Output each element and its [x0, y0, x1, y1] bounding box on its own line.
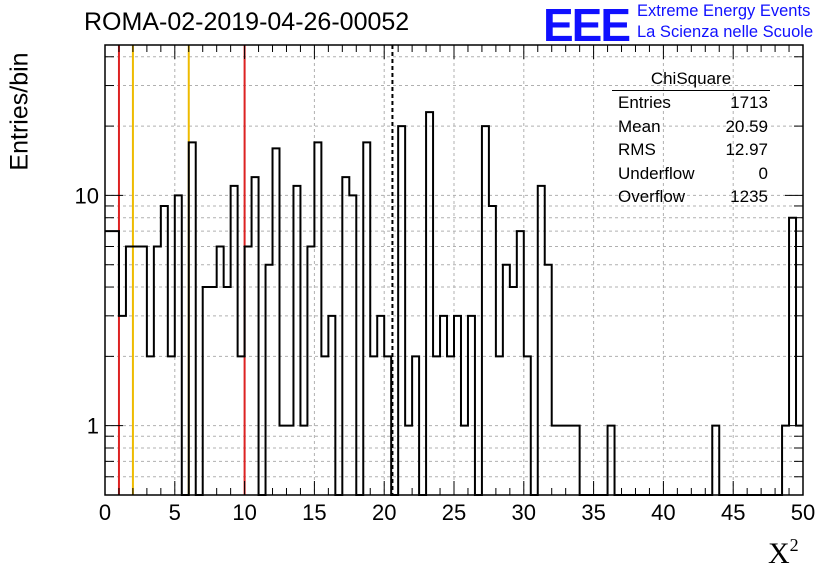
stats-label: Mean — [618, 116, 661, 136]
x-tick-label: 25 — [442, 500, 466, 525]
x-tick-label: 10 — [232, 500, 256, 525]
stats-row-entries: Entries 1713 — [612, 91, 770, 115]
stats-label: Underflow — [618, 163, 695, 183]
stats-value: 1713 — [730, 93, 768, 112]
x-tick-label: 45 — [721, 500, 745, 525]
x-tick-label: 35 — [581, 500, 605, 525]
stats-row-overflow: Overflow 1235 — [612, 185, 770, 209]
stats-label: Entries — [618, 93, 671, 112]
x-tick-label: 0 — [99, 500, 111, 525]
x-tick-label: 30 — [512, 500, 536, 525]
x-tick-label: 40 — [651, 500, 675, 525]
stats-label: Overflow — [618, 187, 686, 206]
x-tick-label: 50 — [791, 500, 815, 525]
stats-value: 20.59 — [725, 116, 768, 136]
stats-row-rms: RMS 12.97 — [612, 138, 770, 162]
x-tick-label: 5 — [169, 500, 181, 525]
stats-label: RMS — [618, 140, 656, 159]
stats-row-mean: Mean 20.59 — [612, 115, 770, 139]
stats-value: 1235 — [730, 187, 768, 206]
x-tick-label: 15 — [302, 500, 326, 525]
run-title: ROMA-02-2019-04-26-00052 — [84, 8, 410, 36]
stats-value: 12.97 — [725, 140, 768, 159]
stats-row-underflow: Underflow 0 — [612, 162, 770, 186]
logo-line-1: Extreme Energy Events — [637, 2, 811, 20]
y-axis-label: Entries/bin — [5, 52, 34, 171]
logo-line-2: La Scienza nelle Scuole — [637, 23, 814, 41]
eee-logo: EEE — [543, 0, 631, 51]
y-tick-label: 10 — [75, 183, 99, 208]
x-axis-label: X2 — [768, 535, 799, 570]
y-tick-label: 1 — [87, 414, 99, 439]
stats-box: ChiSquare Entries 1713 Mean 20.59 RMS 12.97… — [612, 68, 770, 209]
x-tick-label: 20 — [372, 500, 396, 525]
stats-value: 0 — [758, 163, 768, 183]
stats-title: ChiSquare — [612, 68, 770, 91]
